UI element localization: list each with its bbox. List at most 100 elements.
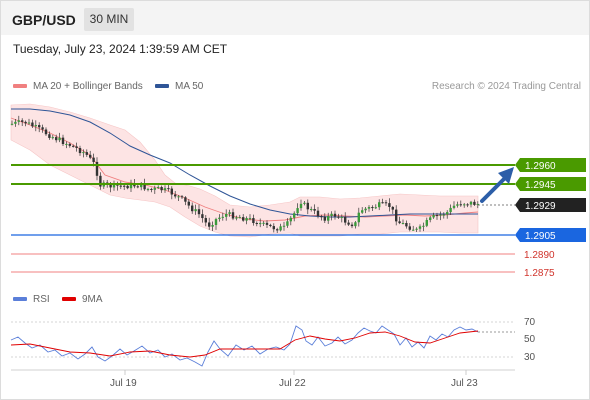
candle xyxy=(221,212,224,221)
chart-header-bar: GBP/USD 30 MIN xyxy=(1,1,589,35)
candle xyxy=(99,172,102,190)
candle xyxy=(442,212,445,219)
candle xyxy=(89,150,92,160)
candle xyxy=(163,185,167,193)
candle xyxy=(21,118,24,126)
candle xyxy=(388,198,391,212)
candle xyxy=(61,134,65,146)
candle xyxy=(459,200,462,207)
forecast-arrow xyxy=(480,167,514,203)
candle xyxy=(337,213,340,220)
candle xyxy=(245,216,248,225)
candle xyxy=(405,220,408,229)
candle xyxy=(415,227,418,232)
rsi-tick-70: 70 xyxy=(524,317,536,328)
level-label-1-2945: 1.2945 xyxy=(525,180,556,191)
candle xyxy=(82,149,85,158)
legend-rsi: RSI xyxy=(13,294,50,305)
candle xyxy=(269,223,272,228)
ma50-swatch xyxy=(155,84,169,89)
candle xyxy=(429,215,432,223)
level-label-1-2890: 1.2890 xyxy=(524,250,555,261)
rsi-line xyxy=(10,325,479,367)
level-tag-1-2929 xyxy=(515,198,586,212)
level-label-1-2905: 1.2905 xyxy=(525,231,556,242)
candle xyxy=(231,208,235,221)
candle xyxy=(378,199,381,211)
candle xyxy=(286,218,289,228)
candle xyxy=(289,215,292,226)
candle xyxy=(262,221,265,227)
candle xyxy=(38,122,41,133)
x-label-jul22: Jul 22 xyxy=(279,378,306,389)
candle xyxy=(367,205,371,212)
candle xyxy=(34,120,37,132)
chart-datetime: Tuesday, July 23, 2024 1:39:59 AM CET xyxy=(13,42,228,56)
legend-ma50: MA 50 xyxy=(155,81,203,92)
candle xyxy=(469,200,473,208)
candle xyxy=(194,204,197,215)
candle xyxy=(187,199,190,209)
candle xyxy=(361,207,364,214)
candle xyxy=(456,201,459,208)
candle xyxy=(85,149,88,157)
rsi-tick-30: 30 xyxy=(524,352,536,363)
candle xyxy=(439,211,442,221)
legend-ma20: MA 20 + Bollinger Bands xyxy=(13,81,143,92)
bollinger-band xyxy=(10,103,479,238)
candle xyxy=(279,223,282,232)
rsi-9ma-line xyxy=(10,330,479,358)
candle xyxy=(347,219,350,226)
candle xyxy=(197,204,201,218)
candle xyxy=(68,142,71,148)
candle xyxy=(123,184,126,190)
candle xyxy=(255,221,258,227)
ma50-line xyxy=(11,108,478,218)
candle xyxy=(381,198,384,204)
candle xyxy=(466,203,469,208)
candle xyxy=(65,141,68,149)
candle xyxy=(211,221,214,232)
timeframe-button[interactable]: 30 MIN xyxy=(84,8,134,31)
candle xyxy=(310,206,313,212)
candle xyxy=(452,201,456,210)
candle xyxy=(31,119,34,129)
level-lines: 1.2960 1.2945 1.2929 1.2905 1.2890 1.2875 xyxy=(11,158,586,279)
candlesticks xyxy=(10,115,479,234)
level-tag-1-2960 xyxy=(515,158,586,172)
legend-ma20-label: MA 20 + Bollinger Bands xyxy=(33,81,143,92)
candle xyxy=(238,214,241,219)
legend-ma50-label: MA 50 xyxy=(175,81,204,92)
candle xyxy=(136,184,139,189)
candle xyxy=(422,222,425,232)
candle xyxy=(58,132,61,143)
candle xyxy=(174,190,177,199)
candle xyxy=(446,210,449,219)
candle xyxy=(17,115,20,126)
candle xyxy=(180,195,184,200)
candle xyxy=(476,201,479,209)
candle xyxy=(463,202,466,208)
candle xyxy=(296,203,299,216)
candle xyxy=(191,202,194,214)
candle xyxy=(303,200,306,206)
candle xyxy=(316,206,320,219)
candle xyxy=(112,180,116,191)
level-tag-1-2945 xyxy=(515,177,586,191)
candle xyxy=(177,195,180,201)
candle xyxy=(41,124,44,133)
candle xyxy=(395,205,398,226)
candle xyxy=(129,179,133,192)
candle xyxy=(24,120,27,127)
ma20-swatch xyxy=(13,84,27,89)
symbol-title: GBP/USD xyxy=(12,12,76,28)
candle xyxy=(276,227,279,234)
candle xyxy=(282,221,286,231)
candle xyxy=(153,185,156,194)
candle xyxy=(357,207,360,227)
candle xyxy=(320,214,323,221)
candle xyxy=(371,205,374,212)
legend-9ma-label: 9MA xyxy=(82,294,103,305)
candle xyxy=(272,223,275,233)
candle xyxy=(235,215,238,221)
